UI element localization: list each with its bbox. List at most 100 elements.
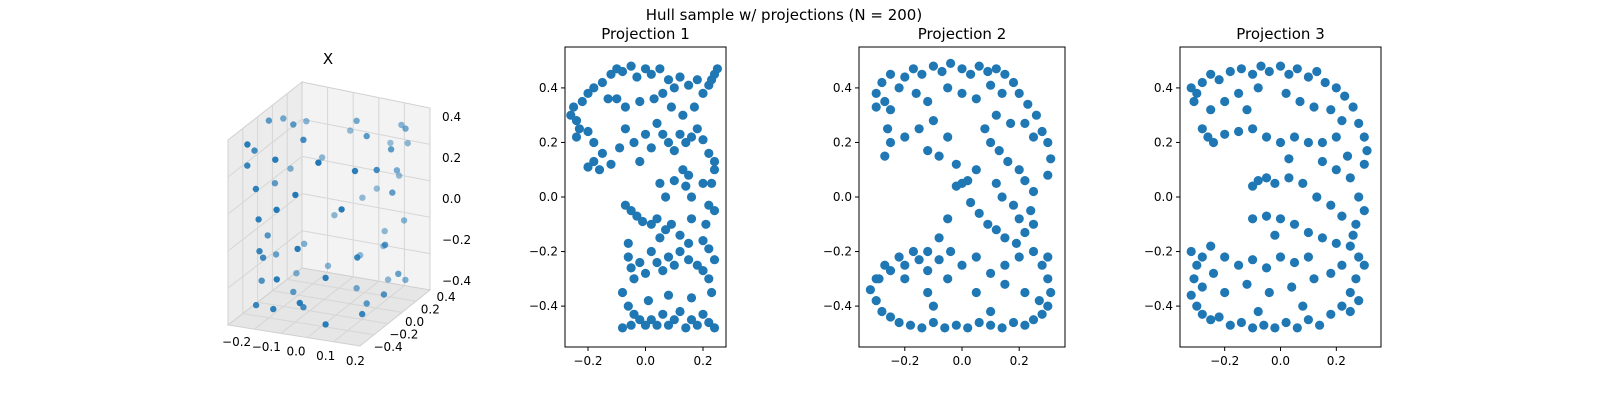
scatter-point	[655, 178, 665, 188]
scatter-point	[1043, 137, 1053, 148]
scatter-point	[1220, 96, 1230, 107]
subplot-3d-title: X	[323, 50, 333, 68]
scatter-point	[678, 110, 688, 120]
scatter-point	[1197, 124, 1207, 134]
scatter-point	[1284, 173, 1294, 183]
scatter-point	[692, 124, 702, 134]
scatter-point	[681, 137, 691, 148]
scatter-point-3d	[389, 189, 396, 196]
scatter-point-3d	[272, 156, 279, 163]
scatter-point	[640, 64, 651, 74]
scatter-point-3d	[322, 321, 329, 328]
scatter-point	[1261, 173, 1272, 183]
scatter-point-3d	[373, 166, 380, 174]
scatter-point	[698, 88, 708, 98]
scatter-point	[928, 317, 939, 328]
y-tick-label: −0.2	[823, 245, 852, 259]
scatter-point	[698, 178, 708, 188]
scatter-point-3d	[300, 304, 307, 311]
scatter-point	[923, 266, 933, 276]
scatter-point	[885, 105, 896, 115]
scatter-point	[1303, 137, 1313, 148]
scatter-point	[1023, 99, 1033, 109]
scatter-point	[1281, 88, 1291, 98]
scatter-point-3d	[244, 162, 251, 169]
y-tick-label: 0.0	[1154, 190, 1173, 204]
scatter-point	[646, 219, 656, 229]
grid-line	[301, 230, 431, 255]
scatter-point	[900, 274, 910, 284]
scatter-point	[885, 69, 896, 79]
scatter-point	[1298, 178, 1308, 188]
points-projection-3	[1186, 61, 1372, 333]
scatter-point-3d	[258, 277, 265, 284]
scatter-point	[1354, 192, 1364, 202]
scatter-point	[1037, 309, 1047, 319]
scatter-point	[957, 260, 967, 270]
scatter-point	[1261, 132, 1272, 142]
scatter-point	[1248, 124, 1258, 134]
scatter-point	[1298, 301, 1308, 311]
scatter-point	[1337, 211, 1347, 221]
scatter-point	[571, 132, 582, 142]
scatter-point-3d	[322, 274, 329, 282]
scatter-point	[1008, 77, 1019, 88]
scatter-point	[681, 323, 691, 333]
scatter-point	[1270, 178, 1280, 188]
scatter-point	[1292, 64, 1302, 74]
scatter-point	[646, 246, 656, 257]
scatter-point	[1028, 246, 1039, 257]
scatter-point	[885, 137, 896, 148]
scatter-point	[1345, 287, 1355, 298]
scatter-point	[589, 156, 599, 167]
scatter-point	[940, 323, 950, 333]
scatter-point	[905, 320, 916, 330]
scatter-point	[1037, 126, 1047, 137]
scatter-point	[1287, 282, 1297, 292]
scatter-point	[1000, 279, 1010, 289]
scatter-point-3d	[359, 310, 366, 318]
scatter-point	[1206, 105, 1216, 115]
scatter-point-3d	[294, 245, 301, 253]
scatter-point	[1317, 156, 1327, 167]
x-tick-label: 0.2	[1010, 354, 1029, 368]
scatter-point	[669, 146, 679, 156]
scatter-point-3d	[363, 132, 370, 140]
scatter-point	[951, 320, 961, 330]
scatter-point	[880, 151, 890, 161]
scatter-point	[1354, 118, 1364, 128]
scatter-point-3d	[244, 141, 251, 148]
scatter-point	[692, 75, 702, 85]
z-tick-label-3d: 0.0	[442, 192, 461, 206]
scatter-point	[1189, 274, 1199, 284]
scatter-point-3d	[387, 139, 394, 147]
scatter-point	[1354, 252, 1364, 262]
x-tick-label: −0.2	[890, 354, 919, 368]
scatter-point	[1303, 252, 1313, 262]
scatter-point	[663, 290, 674, 300]
scatter-point	[623, 301, 633, 311]
scatter-point	[877, 77, 887, 88]
scatter-point	[991, 178, 1001, 188]
scatter-point	[900, 260, 910, 270]
scatter-point-3d	[273, 206, 280, 213]
scatter-point	[974, 61, 984, 71]
x-tick-label: 0.2	[1327, 354, 1346, 368]
scatter-point	[880, 96, 890, 107]
scatter-point	[704, 317, 714, 328]
scatter-point	[1197, 77, 1207, 88]
scatter-point	[1014, 252, 1024, 262]
ticks-3d: −0.2 −0.1 0.0 0.1 0.2−0.4−0.20.00.20.4−0.4−0…	[222, 110, 471, 368]
scatter-point	[971, 165, 981, 175]
scatter-point	[1214, 75, 1224, 85]
scatter-point	[914, 255, 924, 265]
scatter-point	[983, 66, 993, 77]
scatter-point	[707, 287, 717, 298]
scatter-point	[986, 137, 996, 148]
scatter-point	[638, 216, 648, 227]
subplot-title-projection-2: Projection 2	[918, 25, 1006, 43]
scatter-point	[986, 80, 996, 90]
scatter-point	[928, 301, 939, 311]
scatter-point	[914, 124, 924, 134]
y-tick-label: −0.4	[1144, 299, 1173, 313]
